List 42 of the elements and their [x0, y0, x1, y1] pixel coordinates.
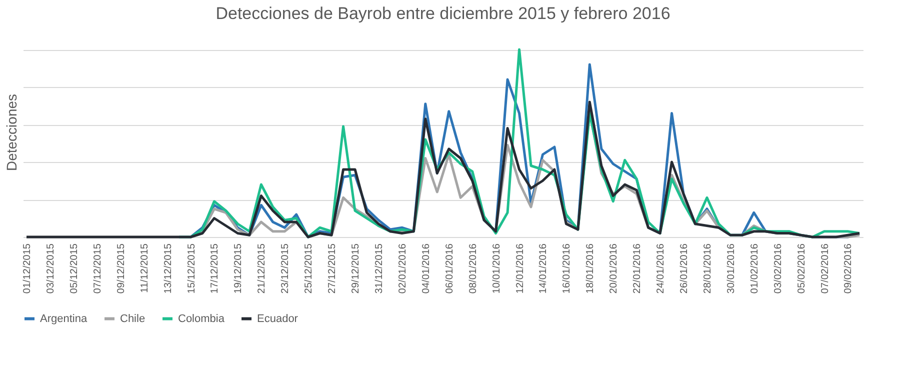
x-tick-label: 05/12/2015 — [68, 243, 80, 294]
x-tick-label: 27/12/2015 — [327, 243, 338, 294]
x-tick-label: 28/01/2016 — [702, 243, 714, 294]
x-tick-label: 12/01/2016 — [514, 243, 526, 294]
x-tick-label: 08/01/2016 — [468, 243, 479, 294]
legend-label: Colombia — [178, 312, 226, 325]
x-tick-label: 18/01/2016 — [585, 243, 596, 294]
chart-title: Detecciones de Bayrob entre diciembre 2015 y febrero 2016 — [216, 4, 670, 23]
x-tick-label: 17/12/2015 — [210, 243, 221, 294]
x-tick-label: 01/02/2016 — [749, 243, 760, 294]
x-tick-label: 02/01/2016 — [397, 243, 408, 294]
x-tick-label: 13/12/2015 — [162, 243, 174, 294]
x-tick-label: 21/12/2015 — [256, 243, 268, 294]
x-tick-label: 16/01/2016 — [562, 243, 573, 294]
legend-label: Chile — [120, 312, 146, 325]
x-tick-label: 03/02/2016 — [772, 243, 784, 294]
x-tick-label: 06/01/2016 — [444, 243, 456, 294]
x-tick-label: 23/12/2015 — [280, 243, 292, 294]
legend-label: Argentina — [40, 312, 88, 325]
x-tick-label: 05/02/2016 — [796, 243, 808, 294]
legend-label: Ecuador — [257, 312, 298, 325]
x-tick-label: 19/12/2015 — [233, 243, 244, 294]
x-tick-label: 30/01/2016 — [726, 243, 737, 294]
x-tick-label: 09/02/2016 — [843, 243, 854, 294]
x-tick-label: 26/01/2016 — [679, 243, 690, 294]
x-tick-label: 01/12/2015 — [22, 243, 34, 294]
x-tick-label: 20/01/2016 — [608, 243, 620, 294]
x-tick-label: 10/01/2016 — [491, 243, 502, 294]
x-tick-label: 22/01/2016 — [632, 243, 644, 294]
x-tick-label: 07/02/2016 — [820, 243, 831, 294]
x-tick-label: 09/12/2015 — [116, 243, 127, 294]
x-tick-label: 29/12/2015 — [350, 243, 362, 294]
x-tick-label: 03/12/2015 — [45, 243, 56, 294]
x-tick-label: 31/12/2015 — [374, 243, 385, 294]
x-tick-label: 15/12/2015 — [186, 243, 198, 294]
x-tick-label: 07/12/2015 — [92, 243, 104, 294]
x-tick-label: 11/12/2015 — [139, 243, 150, 293]
y-axis-title: Detecciones — [4, 94, 20, 172]
x-tick-label: 14/01/2016 — [538, 243, 550, 294]
x-tick-label: 04/01/2016 — [420, 243, 432, 294]
x-tick-label: 24/01/2016 — [656, 243, 667, 294]
x-tick-label: 25/12/2015 — [304, 243, 315, 294]
